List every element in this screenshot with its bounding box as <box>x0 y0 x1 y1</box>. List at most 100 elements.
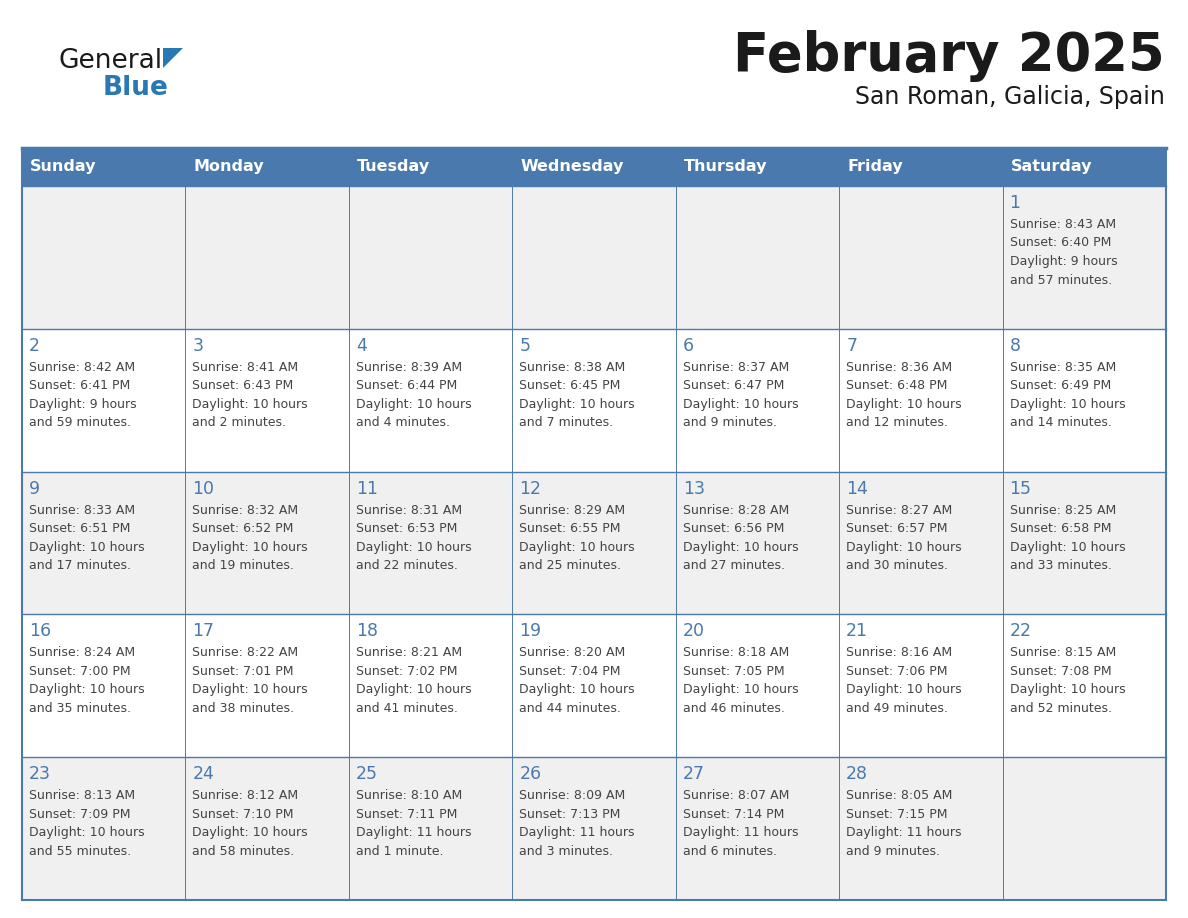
Text: and 55 minutes.: and 55 minutes. <box>29 845 131 857</box>
Text: Sunset: 7:09 PM: Sunset: 7:09 PM <box>29 808 131 821</box>
Text: 24: 24 <box>192 766 214 783</box>
Text: 12: 12 <box>519 479 542 498</box>
Text: 8: 8 <box>1010 337 1020 354</box>
FancyBboxPatch shape <box>23 614 1165 757</box>
Text: Daylight: 10 hours: Daylight: 10 hours <box>356 683 472 697</box>
Text: 27: 27 <box>683 766 704 783</box>
Text: Sunrise: 8:43 AM: Sunrise: 8:43 AM <box>1010 218 1116 231</box>
Text: Sunset: 6:48 PM: Sunset: 6:48 PM <box>846 379 948 392</box>
Text: Sunrise: 8:09 AM: Sunrise: 8:09 AM <box>519 789 626 802</box>
Text: 17: 17 <box>192 622 214 641</box>
Text: Daylight: 10 hours: Daylight: 10 hours <box>1010 683 1125 697</box>
Text: Daylight: 10 hours: Daylight: 10 hours <box>683 541 798 554</box>
Text: and 7 minutes.: and 7 minutes. <box>519 416 613 430</box>
Text: Sunrise: 8:20 AM: Sunrise: 8:20 AM <box>519 646 626 659</box>
Text: Daylight: 10 hours: Daylight: 10 hours <box>356 397 472 410</box>
FancyBboxPatch shape <box>349 148 512 186</box>
Text: 16: 16 <box>29 622 51 641</box>
Text: Sunset: 7:05 PM: Sunset: 7:05 PM <box>683 665 784 677</box>
Text: and 19 minutes.: and 19 minutes. <box>192 559 295 572</box>
Text: Sunset: 7:06 PM: Sunset: 7:06 PM <box>846 665 948 677</box>
Text: 25: 25 <box>356 766 378 783</box>
Text: Daylight: 10 hours: Daylight: 10 hours <box>683 683 798 697</box>
Text: Sunrise: 8:18 AM: Sunrise: 8:18 AM <box>683 646 789 659</box>
Text: Sunrise: 8:38 AM: Sunrise: 8:38 AM <box>519 361 626 374</box>
FancyBboxPatch shape <box>1003 148 1165 186</box>
Text: Daylight: 10 hours: Daylight: 10 hours <box>519 541 634 554</box>
Text: 19: 19 <box>519 622 542 641</box>
Text: Monday: Monday <box>194 160 264 174</box>
Text: Daylight: 9 hours: Daylight: 9 hours <box>29 397 137 410</box>
Text: and 9 minutes.: and 9 minutes. <box>846 845 940 857</box>
Text: Daylight: 10 hours: Daylight: 10 hours <box>29 826 145 839</box>
Text: Daylight: 10 hours: Daylight: 10 hours <box>356 541 472 554</box>
Text: Sunset: 7:08 PM: Sunset: 7:08 PM <box>1010 665 1111 677</box>
Text: Daylight: 10 hours: Daylight: 10 hours <box>846 683 962 697</box>
Text: 21: 21 <box>846 622 868 641</box>
Text: and 6 minutes.: and 6 minutes. <box>683 845 777 857</box>
Text: Sunrise: 8:41 AM: Sunrise: 8:41 AM <box>192 361 298 374</box>
Text: Sunrise: 8:07 AM: Sunrise: 8:07 AM <box>683 789 789 802</box>
Text: 14: 14 <box>846 479 868 498</box>
Text: Blue: Blue <box>103 75 169 101</box>
Text: 2: 2 <box>29 337 40 354</box>
Text: Sunset: 7:15 PM: Sunset: 7:15 PM <box>846 808 948 821</box>
Text: Sunrise: 8:42 AM: Sunrise: 8:42 AM <box>29 361 135 374</box>
Text: Sunset: 6:44 PM: Sunset: 6:44 PM <box>356 379 457 392</box>
Text: 10: 10 <box>192 479 214 498</box>
Text: Sunset: 6:58 PM: Sunset: 6:58 PM <box>1010 522 1111 535</box>
Text: Thursday: Thursday <box>684 160 767 174</box>
Text: Sunrise: 8:24 AM: Sunrise: 8:24 AM <box>29 646 135 659</box>
Text: Sunrise: 8:12 AM: Sunrise: 8:12 AM <box>192 789 298 802</box>
Text: Sunrise: 8:37 AM: Sunrise: 8:37 AM <box>683 361 789 374</box>
Text: and 9 minutes.: and 9 minutes. <box>683 416 777 430</box>
Text: Daylight: 9 hours: Daylight: 9 hours <box>1010 255 1117 268</box>
Text: Daylight: 11 hours: Daylight: 11 hours <box>846 826 961 839</box>
Text: Sunset: 7:13 PM: Sunset: 7:13 PM <box>519 808 620 821</box>
FancyBboxPatch shape <box>512 148 676 186</box>
Text: Sunset: 6:56 PM: Sunset: 6:56 PM <box>683 522 784 535</box>
Text: Sunrise: 8:22 AM: Sunrise: 8:22 AM <box>192 646 298 659</box>
Text: Daylight: 10 hours: Daylight: 10 hours <box>29 683 145 697</box>
Text: Daylight: 10 hours: Daylight: 10 hours <box>846 397 962 410</box>
Text: Sunset: 6:45 PM: Sunset: 6:45 PM <box>519 379 620 392</box>
Text: Daylight: 10 hours: Daylight: 10 hours <box>846 541 962 554</box>
Text: Tuesday: Tuesday <box>356 160 430 174</box>
Text: 15: 15 <box>1010 479 1031 498</box>
Text: Sunset: 6:55 PM: Sunset: 6:55 PM <box>519 522 621 535</box>
Text: Sunrise: 8:05 AM: Sunrise: 8:05 AM <box>846 789 953 802</box>
Text: Sunset: 6:49 PM: Sunset: 6:49 PM <box>1010 379 1111 392</box>
Text: 11: 11 <box>356 479 378 498</box>
Text: February 2025: February 2025 <box>733 30 1165 82</box>
Text: Sunrise: 8:25 AM: Sunrise: 8:25 AM <box>1010 504 1116 517</box>
Text: Sunrise: 8:39 AM: Sunrise: 8:39 AM <box>356 361 462 374</box>
Text: 5: 5 <box>519 337 530 354</box>
Text: Daylight: 10 hours: Daylight: 10 hours <box>192 826 308 839</box>
Text: and 3 minutes.: and 3 minutes. <box>519 845 613 857</box>
Text: and 35 minutes.: and 35 minutes. <box>29 702 131 715</box>
FancyBboxPatch shape <box>839 148 1003 186</box>
Text: Saturday: Saturday <box>1011 160 1092 174</box>
Text: Daylight: 10 hours: Daylight: 10 hours <box>519 683 634 697</box>
Text: Sunrise: 8:13 AM: Sunrise: 8:13 AM <box>29 789 135 802</box>
Text: Sunset: 6:52 PM: Sunset: 6:52 PM <box>192 522 293 535</box>
Text: Sunset: 7:10 PM: Sunset: 7:10 PM <box>192 808 293 821</box>
Text: and 52 minutes.: and 52 minutes. <box>1010 702 1112 715</box>
Text: Daylight: 10 hours: Daylight: 10 hours <box>1010 397 1125 410</box>
FancyBboxPatch shape <box>23 472 1165 614</box>
Text: Sunrise: 8:10 AM: Sunrise: 8:10 AM <box>356 789 462 802</box>
Text: and 12 minutes.: and 12 minutes. <box>846 416 948 430</box>
Polygon shape <box>163 48 183 68</box>
Text: and 46 minutes.: and 46 minutes. <box>683 702 784 715</box>
Text: Sunrise: 8:28 AM: Sunrise: 8:28 AM <box>683 504 789 517</box>
Text: General: General <box>58 48 162 74</box>
Text: Sunrise: 8:35 AM: Sunrise: 8:35 AM <box>1010 361 1116 374</box>
Text: Daylight: 10 hours: Daylight: 10 hours <box>192 397 308 410</box>
Text: and 30 minutes.: and 30 minutes. <box>846 559 948 572</box>
Text: Sunrise: 8:27 AM: Sunrise: 8:27 AM <box>846 504 953 517</box>
Text: Sunday: Sunday <box>30 160 96 174</box>
Text: Sunrise: 8:21 AM: Sunrise: 8:21 AM <box>356 646 462 659</box>
Text: 4: 4 <box>356 337 367 354</box>
Text: Sunset: 7:02 PM: Sunset: 7:02 PM <box>356 665 457 677</box>
Text: and 4 minutes.: and 4 minutes. <box>356 416 450 430</box>
